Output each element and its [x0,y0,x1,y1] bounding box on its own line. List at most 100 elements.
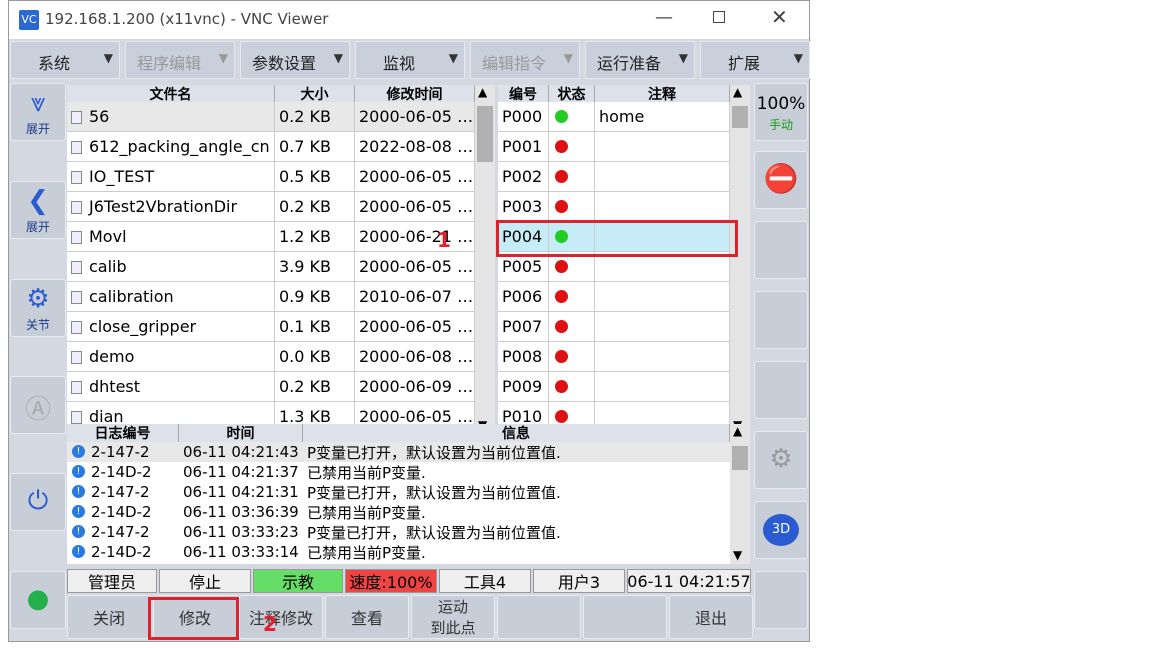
file-cell: close_gripper [67,312,275,342]
log-cell: 2-147-2 [67,522,179,542]
log-cell: 2-147-2 [67,442,179,462]
bottom-button[interactable] [497,595,581,639]
menu-button[interactable]: 扩展 ▼ [700,41,810,79]
point-status-cell [549,132,595,162]
point-status-cell [549,282,595,312]
status-cell: 停止 [159,569,251,593]
table: 编号 状态 注释 P000 home P001 P002 P003 P004 P005 P006 P0… [498,85,730,434]
bottom-button-label: 查看 [350,609,383,628]
bottom-button[interactable]: 运动 到此点 [411,595,495,639]
menu-button: 程序编辑 ▼ [125,41,235,79]
log-cell: P变量已打开，默认设置为当前位置值. [303,482,730,502]
table: 文件名 大小 修改时间 56 0.2 KB 2000-06-05 … 612_packing… [67,85,475,434]
bottom-button[interactable]: 查看 [325,595,409,639]
scrollbar: ▲▼ [475,85,495,434]
right-button[interactable]: 100% 手动 [754,83,808,141]
bottom-button-label: 关闭 [92,609,125,628]
column-header: 状态 [549,85,595,102]
point-status-cell [549,372,595,402]
point-id: P003 [498,192,549,222]
file-cell: 2000-06-05 … [355,102,475,132]
side-button[interactable]: Ⓐ [10,376,66,434]
point-status-cell [549,222,595,252]
column-header: 修改时间 [355,85,475,102]
bottom-button[interactable] [583,595,667,639]
column-header: 注释 [595,85,730,102]
menu-button[interactable]: 监视 ▼ [355,41,465,79]
column-header: 编号 [498,85,549,102]
status-dot [555,290,568,303]
file-icon [71,351,82,364]
log-cell: 06-11 04:21:43 [179,442,303,462]
scrollbar: ▲▼ [730,424,750,564]
maximize[interactable] [713,11,725,23]
mode-label: 手动 [768,118,793,132]
side-button[interactable]: ⏻ [10,473,66,531]
file-cell: 2000-06-08 … [355,342,475,372]
log-cell: 已禁用当前P变量. [303,462,730,482]
right-button[interactable]: 3D [754,501,808,559]
log-cell: 06-11 04:21:31 [179,482,303,502]
minimize[interactable]: — [655,7,673,28]
right-button[interactable] [754,291,808,349]
side-button[interactable]: ● [10,571,66,629]
log-cell: 2-14D-2 [67,462,179,482]
status-cell: 管理员 [67,569,157,593]
right-button[interactable] [754,361,808,419]
log-cell: 06-11 04:21:37 [179,462,303,482]
bottom-button[interactable]: 关闭 [67,595,151,639]
file-cell: demo [67,342,275,372]
menu-arrow: ▼ [793,51,803,65]
point-status-cell [549,162,595,192]
point-id: P005 [498,252,549,282]
status-dot [555,260,568,273]
menu-button[interactable]: 运行准备 ▼ [585,41,695,79]
point-status-cell [549,252,595,282]
file-cell: calibration [67,282,275,312]
point-id: P006 [498,282,549,312]
side-button[interactable]: 展开 ❮ [10,181,66,239]
point-comment [595,282,730,312]
column-header: 时间 [179,424,303,442]
scroll-up: ▲ [733,424,743,438]
status-cell: 示教 [253,569,343,593]
scroll-thumb [732,446,748,470]
title-bar: VC 192.168.1.200 (x11vnc) - VNC Viewer —… [9,1,809,39]
file-icon [71,171,82,184]
bottom-button[interactable]: 退出 [669,595,753,639]
status-cell: 用户3 [533,569,625,593]
close[interactable]: ✕ [771,5,788,29]
right-button[interactable]: ⚙ [754,431,808,489]
point-status-cell [549,342,595,372]
right-button[interactable] [754,221,808,279]
info-icon: ! [72,545,85,558]
side-button-label: 关节 [25,318,50,332]
right-button[interactable] [754,571,808,629]
menu-arrow: ▼ [218,51,228,65]
point-comment: home [595,102,730,132]
menu-button[interactable]: 系统 ▼ [10,41,120,79]
3d-icon: 3D [763,514,799,546]
side-button[interactable]: 展开 ⩔ [10,83,66,141]
log-cell: 2-147-2 [67,482,179,502]
log-cell: 已禁用当前P变量. [303,542,730,562]
side-icon: Ⓐ [24,395,51,425]
menu-button[interactable]: 参数设置 ▼ [240,41,350,79]
menu-arrow: ▼ [333,51,343,65]
point-comment [595,222,730,252]
status-dot [555,110,568,123]
right-button[interactable]: ⛔ [754,151,808,209]
point-id: P009 [498,372,549,402]
menu-arrow: ▼ [103,51,113,65]
side-button-label: 展开 [25,220,50,234]
menu-label: 扩展 [727,54,760,73]
point-id: P001 [498,132,549,162]
file-cell: 0.0 KB [275,342,355,372]
file-icon [71,261,82,274]
menu-arrow: ▼ [678,51,688,65]
menu-label: 监视 [382,54,415,73]
status-cell: 06-11 04:21:57 [627,569,751,593]
side-button[interactable]: 关节 ⚙ [10,279,66,337]
bottom-button[interactable]: 注释修改 [239,595,323,639]
